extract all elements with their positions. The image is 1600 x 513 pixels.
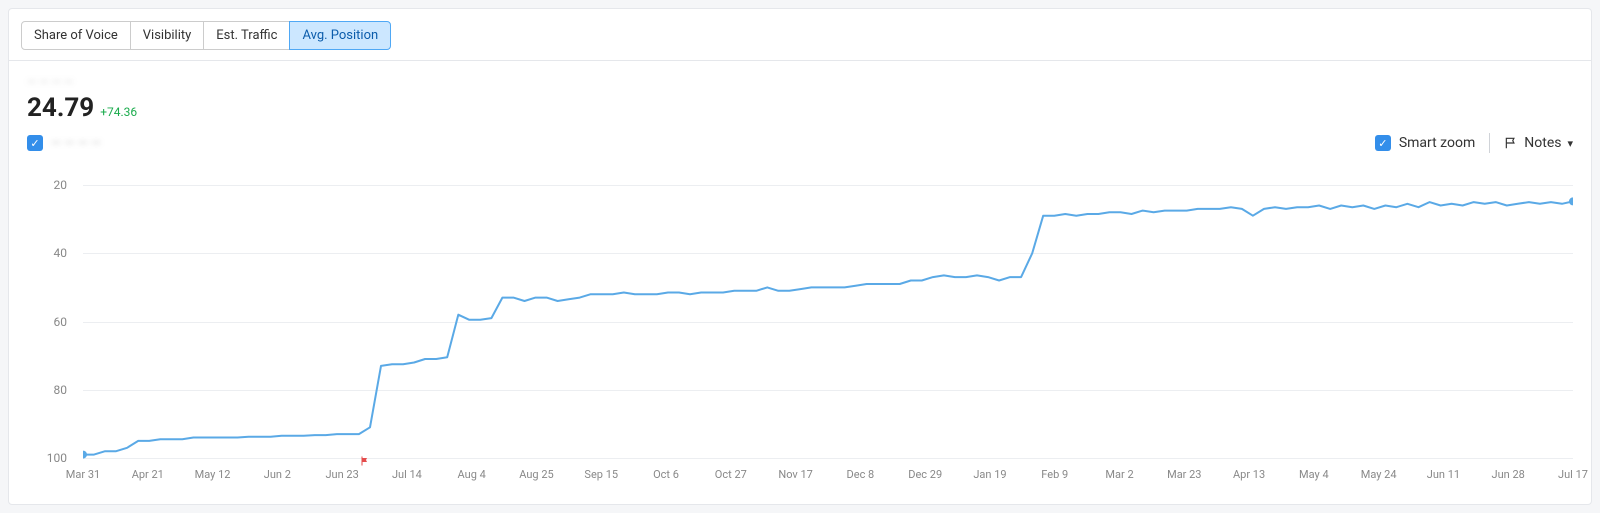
series-label-blurred: — — — — [51, 136, 101, 151]
y-axis-label: 60 [27, 315, 67, 329]
tab-share-of-voice[interactable]: Share of Voice [21, 21, 131, 50]
x-axis-label: Oct 27 [715, 468, 747, 481]
x-axis-label: Jan 19 [973, 468, 1006, 481]
smart-zoom-label: Smart zoom [1399, 135, 1475, 151]
chevron-down-icon: ▾ [1567, 137, 1573, 150]
x-axis-label: May 12 [195, 468, 231, 481]
y-axis-label: 40 [27, 246, 67, 260]
x-axis-label: Dec 8 [847, 468, 875, 481]
series-endpoint-dot [83, 451, 87, 459]
x-axis-label: Mar 23 [1167, 468, 1201, 481]
x-axis-label: Apr 21 [132, 468, 164, 481]
tab-avg-position[interactable]: Avg. Position [289, 21, 391, 50]
x-axis-label: May 4 [1299, 468, 1329, 481]
x-axis-label: Sep 15 [584, 468, 618, 481]
summary-delta: +74.36 [100, 105, 137, 119]
x-axis-label: Oct 6 [653, 468, 679, 481]
y-axis-label: 20 [27, 178, 67, 192]
x-axis-label: May 24 [1361, 468, 1397, 481]
note-flag-icon[interactable] [359, 452, 371, 464]
legend-right: Smart zoom Notes ▾ [1375, 133, 1573, 153]
metric-tabs: Share of VoiceVisibilityEst. TrafficAvg.… [9, 9, 1591, 50]
summary-value: 24.79 [27, 93, 94, 123]
x-axis-label: Dec 29 [908, 468, 942, 481]
line-chart [83, 185, 1573, 462]
series-endpoint-dot [1569, 197, 1573, 205]
tab-visibility[interactable]: Visibility [130, 21, 205, 50]
controls-divider [1489, 133, 1490, 153]
summary-context-blurred: — — — — [27, 75, 167, 89]
summary-block: — — — — 24.79 +74.36 [9, 61, 1591, 123]
tab-est-traffic[interactable]: Est. Traffic [203, 21, 290, 50]
x-axis-label: Aug 4 [458, 468, 486, 481]
legend-left: — — — — [27, 135, 101, 151]
x-axis-label: Jun 28 [1492, 468, 1525, 481]
smart-zoom-checkbox[interactable] [1375, 135, 1391, 151]
x-axis-label: Jul 17 [1558, 468, 1588, 481]
chart-area: 20406080100Mar 31Apr 21May 12Jun 2Jun 23… [27, 185, 1573, 486]
summary-value-row: 24.79 +74.36 [27, 93, 1573, 123]
y-axis-label: 100 [27, 451, 67, 465]
x-axis-label: Jun 2 [264, 468, 291, 481]
series-line [83, 201, 1573, 454]
flag-outline-icon [1504, 136, 1518, 150]
series-checkbox[interactable] [27, 135, 43, 151]
x-axis-label: Mar 31 [66, 468, 100, 481]
x-axis-label: Jun 23 [325, 468, 358, 481]
notes-button[interactable]: Notes ▾ [1504, 135, 1573, 151]
x-axis-label: Mar 2 [1105, 468, 1133, 481]
chart-controls: — — — — Smart zoom Notes ▾ [9, 123, 1591, 153]
x-axis-label: Apr 13 [1233, 468, 1265, 481]
y-axis-label: 80 [27, 383, 67, 397]
x-axis-label: Nov 17 [778, 468, 812, 481]
x-axis-label: Jun 11 [1427, 468, 1460, 481]
x-axis-label: Feb 9 [1041, 468, 1068, 481]
x-axis-label: Aug 25 [519, 468, 553, 481]
x-axis-label: Jul 14 [392, 468, 422, 481]
analytics-panel: Share of VoiceVisibilityEst. TrafficAvg.… [8, 8, 1592, 505]
notes-label: Notes [1524, 135, 1561, 151]
